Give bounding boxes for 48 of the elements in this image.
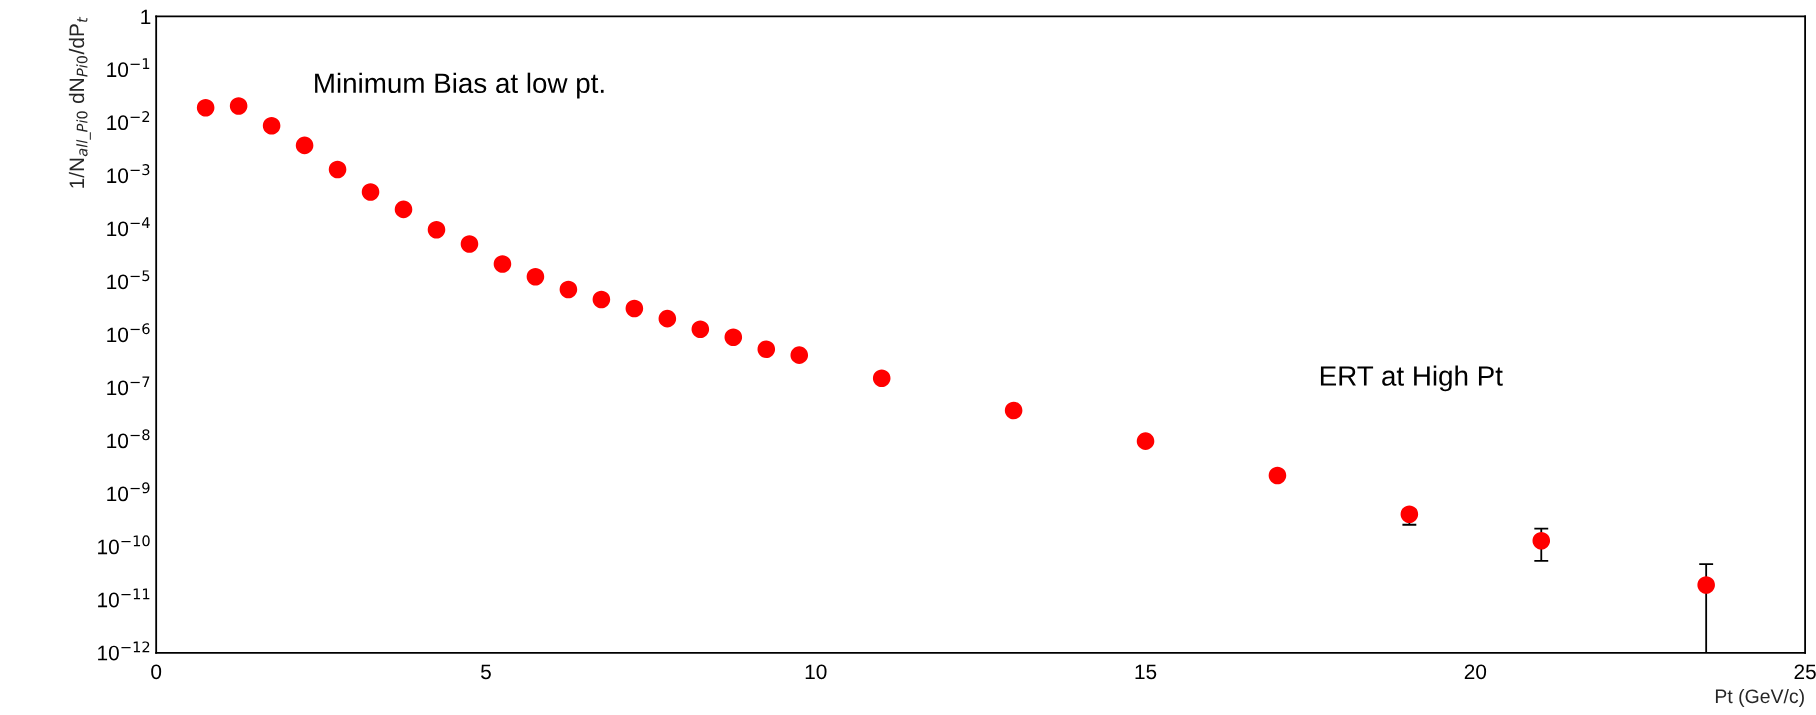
- y-axis-title: 1/N$_{all_Pi0}$ dN$_{Pi0}$/dP$_{t}$: [68, 16, 91, 188]
- point: [295, 136, 314, 155]
- point: [526, 268, 545, 286]
- point: [1136, 432, 1155, 450]
- point: [559, 280, 578, 299]
- point: [724, 328, 743, 347]
- point: [262, 116, 281, 135]
- point: [1697, 576, 1715, 594]
- point: [790, 346, 809, 364]
- point: [757, 340, 776, 359]
- y-tick-label: 10$^{−4}$: [107, 217, 150, 237]
- x-tick-label: 15: [1135, 664, 1157, 680]
- point: [394, 200, 413, 219]
- x-tick-label: 25: [1794, 664, 1816, 680]
- point: [1532, 531, 1551, 550]
- y-tick-label: 10$^{−11}$: [98, 588, 150, 608]
- y-tick-label: 10$^{−6}$: [107, 323, 150, 343]
- point: [625, 299, 644, 318]
- point: [691, 320, 710, 339]
- y-tick-label: 10$^{−8}$: [107, 429, 150, 449]
- y-tick-label: 10$^{−7}$: [107, 376, 150, 396]
- y-tick-label: 10$^{−1}$: [107, 58, 150, 78]
- point: [328, 160, 347, 179]
- y-tick-label: 10$^{−10}$: [98, 535, 150, 555]
- annotation: ERT at High Pt: [1320, 365, 1503, 392]
- y-tick-label: 1: [141, 9, 151, 24]
- annotation: Minimum Bias at low pt.: [315, 72, 604, 99]
- x-tick-label: 5: [481, 664, 491, 680]
- y-tick-label: 10$^{−12}$: [98, 641, 150, 661]
- point: [196, 98, 215, 117]
- x-axis-title: Pt (GeV/c): [1715, 688, 1804, 707]
- y-tick-label: 10$^{−3}$: [107, 164, 150, 184]
- point: [1268, 466, 1287, 485]
- point: [229, 97, 248, 115]
- y-tick-label: 10$^{−2}$: [107, 111, 150, 131]
- point: [361, 183, 380, 201]
- point: [872, 369, 891, 388]
- point: [658, 309, 677, 328]
- point: [460, 235, 479, 253]
- y-tick-label: 10$^{−5}$: [107, 270, 150, 290]
- point: [1004, 401, 1023, 420]
- point: [427, 220, 446, 239]
- y-tick-label: 10$^{−9}$: [107, 482, 150, 502]
- x-tick-label: 0: [151, 664, 162, 680]
- point: [493, 255, 512, 273]
- point: [592, 290, 611, 309]
- x-tick-label: 10: [805, 664, 827, 680]
- x-tick-label: 20: [1464, 664, 1487, 680]
